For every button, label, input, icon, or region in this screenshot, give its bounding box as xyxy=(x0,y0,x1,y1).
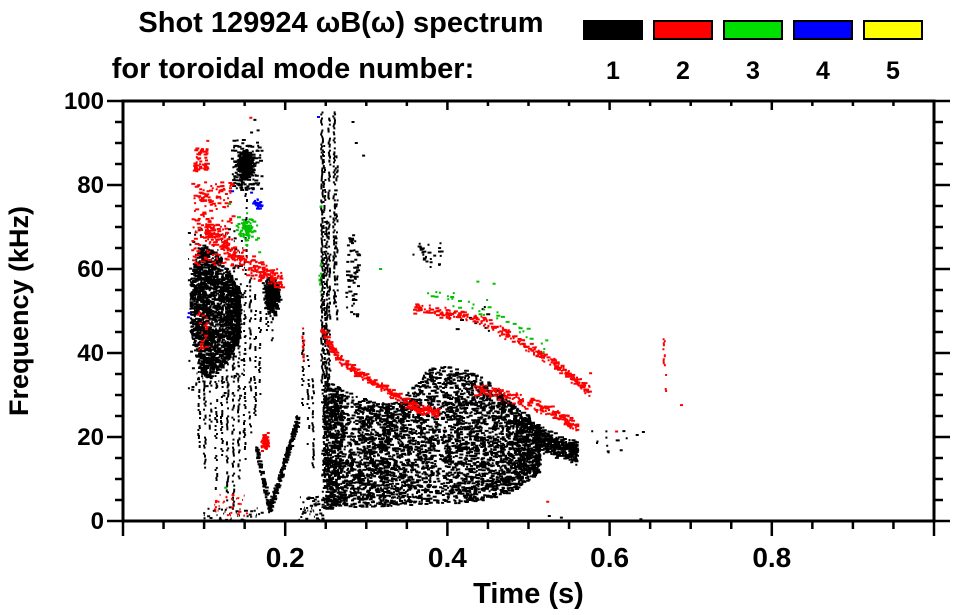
y-tick-label: 60 xyxy=(77,256,104,283)
data-layer xyxy=(186,111,683,522)
y-tick-label: 20 xyxy=(77,424,104,451)
series-n2-points xyxy=(191,116,683,517)
axis-labels: 0.2 0.4 0.6 0.8 0 20 40 60 80 100 Time (s) Frequenc… xyxy=(4,88,791,610)
legend-label-n2: 2 xyxy=(676,57,690,85)
legend-swatch-n3 xyxy=(723,20,783,40)
chart-title-line2: for toroidal mode number: xyxy=(111,53,475,85)
y-tick-label: 100 xyxy=(64,88,104,115)
y-axis-label: Frequency (kHz) xyxy=(4,206,34,416)
y-tick-label: 40 xyxy=(77,340,104,367)
legend-swatches xyxy=(583,20,923,40)
x-axis-label: Time (s) xyxy=(473,578,584,610)
legend-label-n5: 5 xyxy=(886,57,900,85)
x-tick-label: 0.6 xyxy=(590,542,629,573)
x-tick-label: 0.4 xyxy=(428,542,467,573)
legend-labels: 1 2 3 4 5 xyxy=(583,57,923,86)
axes xyxy=(107,99,950,536)
chart-title-line1: Shot 129924 ωB(ω) spectrum xyxy=(138,7,544,39)
x-tick-label: 0.8 xyxy=(752,542,791,573)
legend-label-n1: 1 xyxy=(606,57,620,85)
legend-label-n4: 4 xyxy=(816,57,830,85)
legend-swatch-n4 xyxy=(793,20,853,40)
y-tick-label: 80 xyxy=(77,172,104,199)
x-tick-label: 0.2 xyxy=(266,542,305,573)
legend-swatch-n1 xyxy=(583,20,643,40)
y-tick-label: 0 xyxy=(91,508,104,535)
series-n1-points xyxy=(187,111,645,522)
legend-label-n3: 3 xyxy=(746,57,760,85)
legend-swatch-n2 xyxy=(653,20,713,40)
legend-swatch-n5 xyxy=(863,20,923,40)
